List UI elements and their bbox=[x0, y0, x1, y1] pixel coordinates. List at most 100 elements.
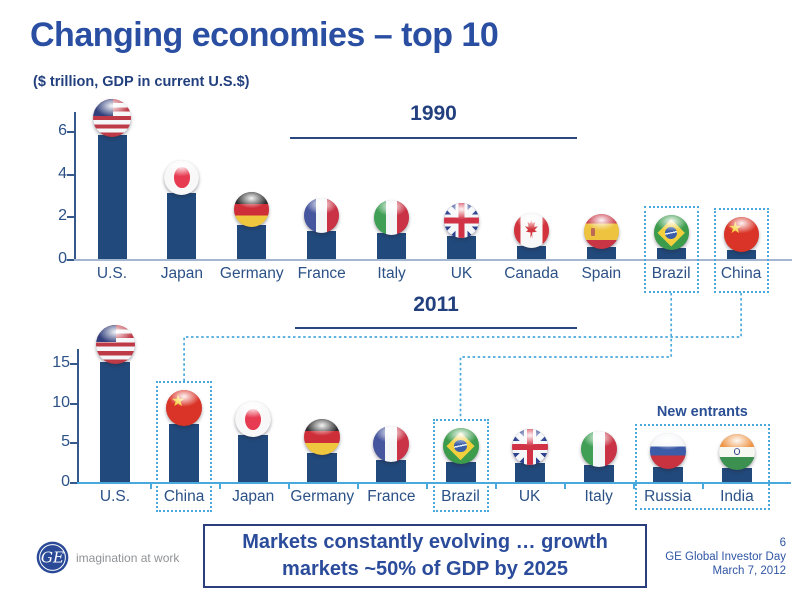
brazil-flag-icon bbox=[442, 428, 479, 465]
key-message-line-2: markets ~50% of GDP by 2025 bbox=[282, 558, 568, 580]
x-tick-mark bbox=[356, 484, 359, 489]
bar-label-france: France bbox=[367, 488, 416, 505]
bar-canada bbox=[516, 246, 546, 259]
russia-flag-icon bbox=[649, 432, 686, 469]
bar-germany bbox=[307, 453, 338, 482]
bar-china bbox=[169, 424, 200, 482]
bar-spain bbox=[586, 247, 616, 259]
ge-tagline: imagination at work bbox=[76, 551, 180, 565]
bar-italy bbox=[583, 464, 614, 482]
key-message-box: Markets constantly evolving … growth mar… bbox=[203, 524, 647, 588]
bar-germany bbox=[237, 224, 267, 259]
bar-us bbox=[97, 135, 127, 259]
us-flag-icon bbox=[93, 99, 131, 138]
brazil-flag-icon bbox=[653, 215, 689, 251]
y-tick-label-0: 0 bbox=[58, 250, 67, 267]
bar-france bbox=[307, 231, 337, 259]
year-label-2011: 2011 bbox=[413, 293, 459, 316]
y-tick-label-2: 2 bbox=[58, 207, 67, 225]
bar-label-italy: Italy bbox=[584, 488, 613, 505]
ge-monogram: GE bbox=[41, 548, 64, 566]
uk-flag-icon bbox=[511, 428, 548, 465]
japan-flag-icon bbox=[164, 159, 200, 195]
bar-japan bbox=[238, 435, 269, 482]
y-tick-label-5: 5 bbox=[61, 433, 70, 451]
bar-brazil bbox=[656, 248, 686, 259]
y-tick-mark-0 bbox=[67, 259, 74, 261]
china-flag-icon bbox=[723, 217, 759, 253]
bar-brazil bbox=[445, 462, 476, 482]
y-tick-label-10: 10 bbox=[52, 393, 70, 411]
x-tick-mark bbox=[218, 484, 221, 489]
bar-china bbox=[726, 250, 756, 259]
chart-units-subtitle: ($ trillion, GDP in current U.S.$) bbox=[33, 74, 250, 90]
x-axis-line bbox=[70, 482, 791, 484]
x-tick-mark bbox=[564, 484, 567, 489]
y-axis-line bbox=[77, 349, 79, 484]
y-tick-label-0: 0 bbox=[61, 473, 70, 490]
bar-label-spain: Spain bbox=[581, 265, 622, 282]
bar-japan bbox=[167, 192, 197, 259]
x-tick-mark bbox=[495, 484, 498, 489]
bar-label-japan: Japan bbox=[232, 488, 275, 505]
japan-flag-icon bbox=[235, 401, 272, 438]
bar-us bbox=[100, 362, 130, 482]
x-tick-mark bbox=[425, 484, 428, 489]
page-title: Changing economies – top 10 bbox=[30, 16, 499, 54]
highlight-box-china-1990 bbox=[713, 208, 769, 293]
highlight-box-brazil-1990 bbox=[643, 206, 699, 293]
y-tick-label-15: 15 bbox=[52, 354, 70, 372]
bar-label-brazil: Brazil bbox=[441, 488, 480, 505]
bar-india bbox=[721, 467, 752, 482]
year-underline-2011 bbox=[295, 327, 577, 329]
china-flag-icon bbox=[166, 390, 203, 427]
year-underline-1990 bbox=[290, 137, 577, 139]
france-flag-icon bbox=[304, 198, 340, 234]
bar-label-france: France bbox=[297, 265, 346, 282]
x-tick-mark bbox=[287, 484, 290, 489]
bar-label-japan: Japan bbox=[160, 265, 203, 282]
y-tick-mark-2 bbox=[67, 216, 74, 219]
bar-uk bbox=[514, 462, 545, 482]
year-label-1990: 1990 bbox=[410, 102, 457, 125]
bar-label-uk: UK bbox=[518, 488, 541, 505]
bar-label-us: U.S. bbox=[96, 265, 128, 282]
highlight-box-china-2011 bbox=[156, 381, 213, 512]
page-number: 6 bbox=[779, 537, 786, 549]
y-tick-mark-6 bbox=[67, 131, 74, 134]
x-tick-mark bbox=[149, 484, 152, 489]
bar-label-brazil: Brazil bbox=[651, 265, 691, 282]
bar-label-germany: Germany bbox=[290, 488, 355, 505]
us-flag-icon bbox=[95, 325, 135, 365]
y-tick-mark-5 bbox=[70, 442, 77, 445]
germany-flag-icon bbox=[234, 191, 270, 227]
bar-label-germany: Germany bbox=[219, 265, 284, 282]
uk-flag-icon bbox=[444, 202, 479, 238]
bar-label-russia: Russia bbox=[644, 488, 692, 505]
bar-france bbox=[376, 459, 407, 482]
x-tick-mark bbox=[702, 484, 705, 489]
y-tick-mark-10 bbox=[70, 402, 77, 405]
bar-label-uk: UK bbox=[450, 265, 473, 282]
x-tick-mark bbox=[633, 484, 636, 489]
italy-flag-icon bbox=[580, 430, 617, 467]
y-tick-label-6: 6 bbox=[58, 122, 67, 140]
event-date: March 7, 2012 bbox=[712, 565, 786, 577]
india-flag-icon bbox=[718, 433, 755, 470]
key-message-line-1: Markets constantly evolving … growth bbox=[242, 531, 608, 553]
bar-label-china: China bbox=[163, 488, 205, 505]
y-tick-mark-4 bbox=[67, 173, 74, 176]
x-axis-line bbox=[66, 259, 792, 261]
new-entrants-box bbox=[634, 423, 770, 510]
y-tick-label-4: 4 bbox=[58, 164, 67, 182]
y-tick-mark-15 bbox=[70, 363, 77, 366]
italy-flag-icon bbox=[374, 200, 410, 236]
canada-flag-icon bbox=[513, 213, 549, 249]
slide-footer: 6 GE Global Investor Day March 7, 2012 bbox=[665, 536, 786, 578]
spain-flag-icon bbox=[583, 214, 619, 250]
bar-label-italy: Italy bbox=[377, 265, 406, 282]
y-axis-line bbox=[74, 112, 76, 261]
bar-russia bbox=[652, 466, 683, 482]
